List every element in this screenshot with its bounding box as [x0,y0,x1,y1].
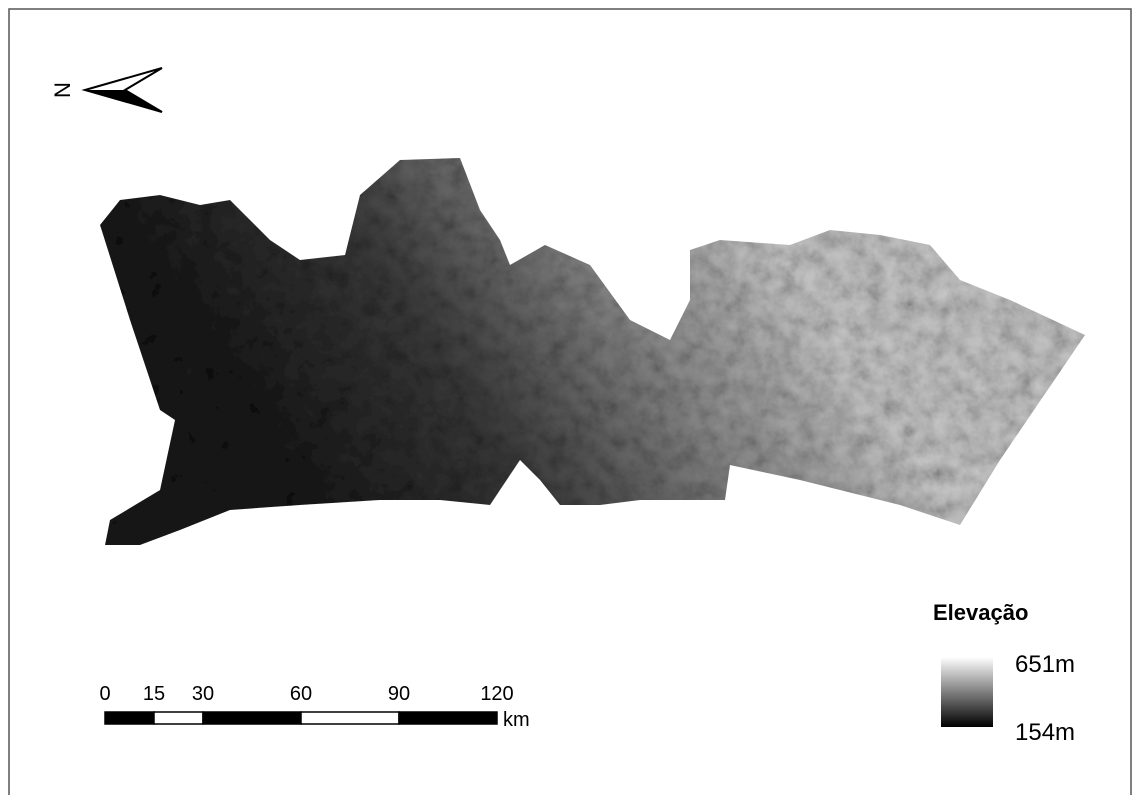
elevation-raster [100,158,1085,545]
scale-unit: km [503,709,530,731]
arrow-fill [85,90,162,112]
scale-segment [300,711,400,725]
scale-label: 0 [99,683,110,705]
legend-ramp [941,657,993,727]
scale-label: 15 [143,683,165,705]
scale-bar: 0 15 30 60 90 120 km [99,683,529,731]
scale-label: 120 [480,683,513,705]
scale-label: 60 [290,683,312,705]
scale-segment [202,711,302,725]
scale-segment [398,711,498,725]
scale-label: 30 [192,683,214,705]
legend-max: 651m [1015,651,1075,678]
legend: Elevação 651m 154m [933,600,1075,746]
scale-segment [104,711,155,725]
scale-segment [153,711,204,725]
north-arrow: N [50,67,163,113]
legend-min: 154m [1015,719,1075,746]
north-label: N [50,82,75,98]
legend-title: Elevação [933,600,1028,625]
scale-label: 90 [388,683,410,705]
